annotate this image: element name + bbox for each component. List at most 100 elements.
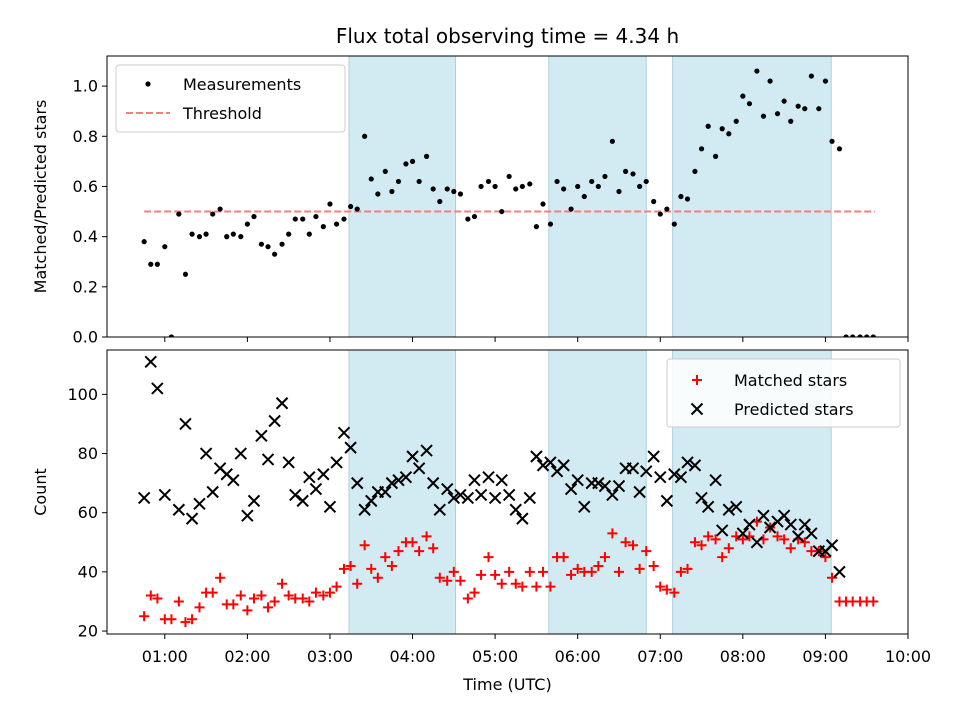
measurement-point <box>533 224 540 230</box>
y-tick-label: 0.0 <box>73 328 98 347</box>
matched-star-point <box>613 566 624 577</box>
matched-star-point <box>310 587 321 598</box>
measurement-point <box>168 334 175 337</box>
measurement-point <box>864 334 870 337</box>
matched-star-point <box>703 531 714 542</box>
measurement-point <box>643 178 649 185</box>
measurement-point <box>154 261 160 267</box>
measurement-point <box>554 178 560 185</box>
measurement-point <box>286 231 292 237</box>
predicted-star-point <box>578 500 591 513</box>
y-tick-label: 100 <box>67 385 98 404</box>
measurement-point <box>292 216 298 222</box>
measurement-point <box>616 188 622 195</box>
predicted-star-point <box>447 491 461 505</box>
matched-star-point <box>545 581 556 592</box>
matched-star-point <box>469 587 480 598</box>
predicted-star-point <box>833 565 846 579</box>
matched-star-point <box>483 552 494 563</box>
predicted-star-point <box>730 500 743 513</box>
measurement-point <box>808 73 814 79</box>
predicted-star-point <box>323 500 337 513</box>
matched-star-point <box>442 575 453 586</box>
predicted-star-point <box>681 456 694 469</box>
matched-star-point <box>448 566 459 577</box>
predicted-star-point <box>502 488 516 502</box>
matched-star-point <box>324 587 335 598</box>
legend-label: Matched stars <box>734 371 847 390</box>
y-tick-label: 60 <box>78 503 98 522</box>
y-tick-label: 40 <box>78 562 98 581</box>
measurement-point <box>176 211 182 217</box>
matched-star-point <box>772 531 783 542</box>
predicted-star-point <box>571 473 584 487</box>
matched-star-point <box>297 593 308 604</box>
panel-ratio: 0.0 0.2 0.4 0.6 0.8 1.0 Flux total observing t… <box>31 24 909 347</box>
predicted-star-point <box>261 453 275 466</box>
matched-star-point <box>421 531 432 542</box>
predicted-star-point <box>234 447 247 460</box>
matched-star-point <box>173 596 184 607</box>
predicted-star-point <box>516 512 529 525</box>
measurement-point <box>684 196 691 202</box>
measurement-point <box>300 216 306 222</box>
measurement-point <box>850 334 856 337</box>
predicted-star-point <box>784 518 797 531</box>
matched-star-point <box>717 552 728 563</box>
measurement-point <box>506 173 512 180</box>
matched-star-point <box>372 572 383 583</box>
legend-plus-marker <box>692 375 702 385</box>
matched-star-point <box>187 614 198 625</box>
predicted-star-point <box>406 450 419 463</box>
matched-star-point <box>345 560 356 571</box>
predicted-star-point <box>640 465 653 478</box>
legend-label: Predicted stars <box>734 400 854 419</box>
matched-star-point <box>380 552 391 563</box>
predicted-star-point <box>158 488 172 502</box>
matched-star-point <box>689 537 700 548</box>
matched-star-point <box>242 605 253 616</box>
matched-star-point <box>277 578 288 589</box>
matched-star-point <box>428 543 439 554</box>
predicted-star-point <box>330 456 343 469</box>
matched-star-point <box>696 540 707 551</box>
matched-star-point <box>139 611 150 622</box>
measurement-point <box>664 206 670 212</box>
predicted-star-point <box>317 468 330 481</box>
matched-star-point <box>517 581 528 592</box>
measurement-point <box>341 216 347 222</box>
predicted-star-point <box>227 473 240 487</box>
x-tick-label: 07:00 <box>637 647 683 666</box>
matched-star-point <box>407 537 418 548</box>
predicted-star-point <box>474 488 488 502</box>
matched-star-point <box>628 540 639 551</box>
x-tick-label: 09:00 <box>802 647 848 666</box>
predicted-star-point <box>757 509 770 522</box>
predicted-star-point <box>695 491 708 505</box>
measurement-point <box>726 131 732 137</box>
matched-star-point <box>194 602 205 613</box>
measurement-point <box>657 211 663 217</box>
measurement-point <box>788 118 794 124</box>
predicted-star-point <box>647 450 660 463</box>
measurement-point <box>622 168 629 175</box>
measurement-point <box>258 241 265 247</box>
measurement-point <box>382 168 388 175</box>
matched-star-point <box>269 596 280 607</box>
y-tick-label: 80 <box>78 444 98 463</box>
measurement-point <box>712 153 719 159</box>
measurement-point <box>279 241 285 247</box>
observing-interval-2 <box>548 350 647 634</box>
measurement-point <box>767 78 773 84</box>
x-tick-label: 10:00 <box>885 647 931 666</box>
y-axis-label: Matched/Predicted stars <box>31 100 50 294</box>
predicted-star-point <box>736 527 750 540</box>
predicted-star-point <box>426 476 440 490</box>
predicted-star-point <box>825 539 839 552</box>
measurement-point <box>609 138 615 144</box>
measurement-point <box>519 183 525 190</box>
measurement-point <box>836 146 843 152</box>
measurement-point <box>589 178 595 185</box>
y-tick-label: 0.8 <box>73 127 98 146</box>
predicted-star-point <box>399 471 413 484</box>
